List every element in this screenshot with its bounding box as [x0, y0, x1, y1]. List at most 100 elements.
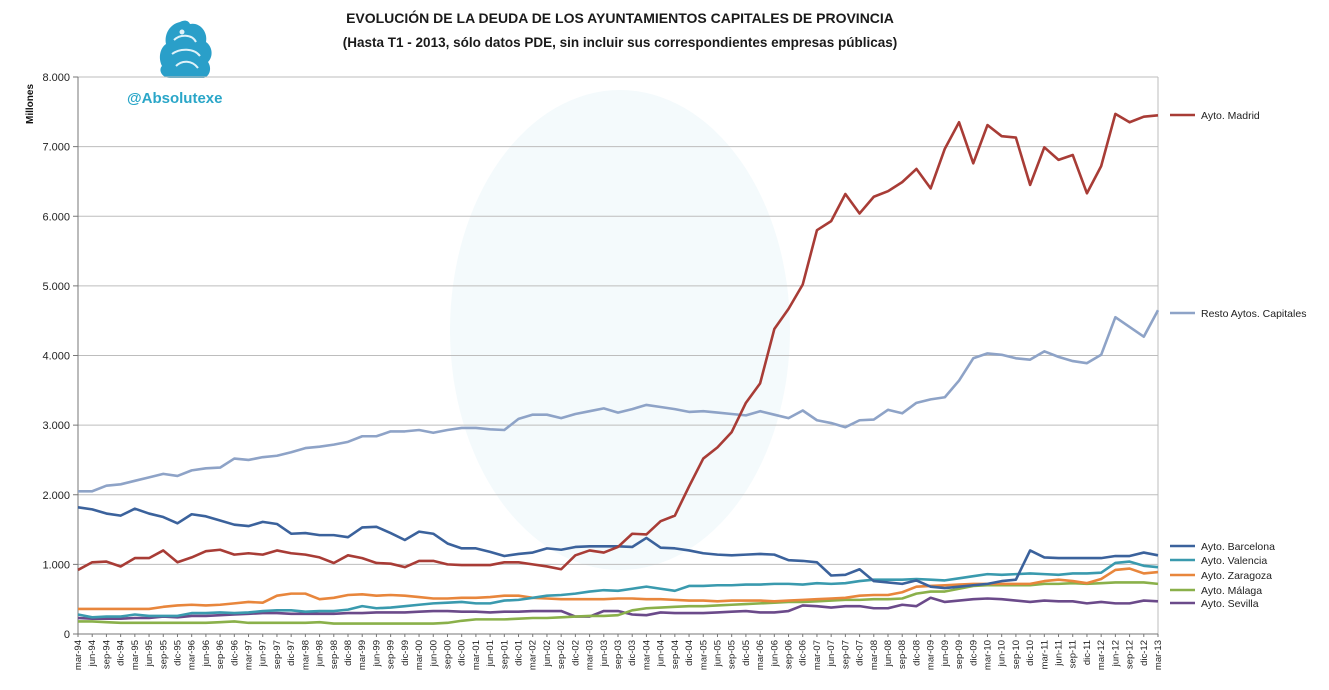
- x-tick-label: jun-01: [485, 640, 496, 667]
- x-tick-label: sep-98: [329, 640, 340, 669]
- y-tick-label: 3.000: [42, 420, 70, 432]
- x-tick-label: jun-94: [87, 640, 98, 667]
- legend-label: Ayto. Barcelona: [1201, 541, 1275, 553]
- x-tick-label: sep-01: [499, 640, 510, 669]
- x-tick-label: sep-95: [158, 640, 169, 669]
- series-line-resto-aytos-capitales: [78, 309, 1160, 493]
- x-tick-label: sep-03: [613, 640, 624, 669]
- x-tick-label: jun-12: [1110, 640, 1121, 667]
- x-tick-label: dic-97: [286, 640, 297, 666]
- x-tick-label: sep-07: [840, 640, 851, 669]
- x-tick-label: jun-08: [883, 640, 894, 667]
- x-tick-label: sep-97: [272, 640, 283, 669]
- twitter-handle: @Absolutexe: [127, 90, 222, 107]
- x-tick-label: mar-95: [130, 640, 141, 670]
- y-axis-label: Millones: [25, 84, 36, 124]
- x-tick-label: dic-94: [116, 640, 127, 666]
- x-tick-label: jun-11: [1054, 640, 1065, 667]
- x-tick-label: jun-96: [201, 640, 212, 667]
- y-tick-label: 8.000: [42, 72, 70, 84]
- chart-subtitle: (Hasta T1 - 2013, sólo datos PDE, sin in…: [343, 35, 897, 50]
- x-tick-label: dic-06: [798, 640, 809, 666]
- x-tick-label: jun-04: [656, 640, 667, 667]
- x-tick-label: mar-02: [528, 640, 539, 670]
- x-tick-label: mar-06: [755, 640, 766, 670]
- x-tick-label: jun-07: [826, 640, 837, 667]
- grid-lines: [78, 76, 1158, 635]
- x-tick-label: mar-94: [73, 640, 84, 670]
- x-tick-label: sep-09: [954, 640, 965, 669]
- x-tick-label: jun-99: [371, 640, 382, 667]
- x-tick-label: sep-06: [784, 640, 795, 669]
- legend-entry: Ayto. Málaga: [1170, 585, 1262, 597]
- x-tick-label: dic-96: [229, 640, 240, 666]
- legend-label: Ayto. Málaga: [1201, 585, 1262, 597]
- x-tick-label: dic-05: [741, 640, 752, 666]
- series-line-ayto-sevilla: [77, 596, 1159, 620]
- x-tick-label: jun-10: [997, 640, 1008, 667]
- background-watermark: [450, 90, 790, 570]
- x-tick-label: dic-95: [172, 640, 183, 666]
- x-tick-label: mar-99: [357, 640, 368, 670]
- x-tick-label: sep-96: [215, 640, 226, 669]
- x-tick-label: sep-00: [442, 640, 453, 669]
- y-tick-label: 4.000: [42, 351, 70, 363]
- y-tick-label: 1.000: [42, 559, 70, 571]
- x-tick-label: dic-08: [911, 640, 922, 666]
- series-line-ayto-madrid: [77, 112, 1159, 572]
- x-tick-label: dic-10: [1025, 640, 1036, 666]
- x-tick-label: jun-97: [258, 640, 269, 667]
- x-tick-label: dic-03: [627, 640, 638, 666]
- x-tick-label: dic-00: [457, 640, 468, 666]
- y-tick-label: 0: [64, 629, 70, 641]
- x-tick-label: jun-02: [542, 640, 553, 667]
- legend-entry: Ayto. Barcelona: [1170, 541, 1275, 553]
- x-tick-label: mar-10: [982, 640, 993, 670]
- x-tick-label: dic-01: [514, 640, 525, 666]
- x-tick-label: jun-05: [712, 640, 723, 667]
- axes: [73, 76, 1159, 637]
- x-tick-label: jun-09: [940, 640, 951, 667]
- x-tick-label: sep-94: [101, 640, 112, 669]
- x-tick-label: jun-06: [769, 640, 780, 667]
- legend-label: Ayto. Madrid: [1201, 110, 1260, 122]
- x-tick-label: dic-07: [855, 640, 866, 666]
- x-tick-label: sep-11: [1068, 640, 1079, 668]
- x-tick-label: jun-00: [428, 640, 439, 667]
- x-tick-label: dic-99: [400, 640, 411, 666]
- x-tick-label: dic-12: [1139, 640, 1150, 666]
- griffin-logo-icon: [159, 20, 212, 78]
- legend-entry: Ayto. Madrid: [1170, 110, 1260, 122]
- legend-label: Ayto. Zaragoza: [1201, 570, 1272, 582]
- legend-label: Ayto. Sevilla: [1201, 598, 1259, 610]
- y-tick-label: 7.000: [42, 142, 70, 154]
- y-tick-label: 2.000: [42, 490, 70, 502]
- x-tick-label: mar-01: [471, 640, 482, 670]
- legend-entry: Resto Aytos. Capitales: [1170, 308, 1306, 320]
- x-tick-label: sep-02: [556, 640, 567, 669]
- legend-entry: Ayto. Sevilla: [1170, 598, 1259, 610]
- x-tick-labels: mar-94 jun-94 sep-94 dic-94 mar-95 jun-95 sep-…: [73, 640, 1164, 670]
- x-tick-label: mar-13: [1153, 640, 1164, 670]
- y-tick-label: 6.000: [42, 211, 70, 223]
- y-tick-label: 5.000: [42, 281, 70, 293]
- legend-entry: Ayto. Valencia: [1170, 555, 1267, 567]
- x-tick-label: sep-99: [386, 640, 397, 669]
- x-tick-label: sep-10: [1011, 640, 1022, 669]
- x-tick-label: dic-04: [684, 640, 695, 666]
- x-tick-label: sep-05: [727, 640, 738, 669]
- x-tick-label: jun-03: [599, 640, 610, 667]
- x-tick-label: mar-11: [1039, 640, 1050, 669]
- series-lines: [77, 112, 1160, 625]
- x-tick-label: mar-98: [300, 640, 311, 670]
- chart-title: EVOLUCIÓN DE LA DEUDA DE LOS AYUNTAMIENT…: [346, 9, 894, 26]
- x-tick-label: dic-02: [570, 640, 581, 666]
- x-tick-label: mar-96: [187, 640, 198, 670]
- x-tick-label: mar-04: [641, 640, 652, 670]
- x-tick-label: jun-98: [315, 640, 326, 667]
- legend: Ayto. Madrid Resto Aytos. Capitales Ayto. …: [1170, 110, 1306, 610]
- x-tick-label: mar-97: [244, 640, 255, 670]
- x-tick-label: mar-08: [869, 640, 880, 670]
- x-tick-label: sep-12: [1125, 640, 1136, 669]
